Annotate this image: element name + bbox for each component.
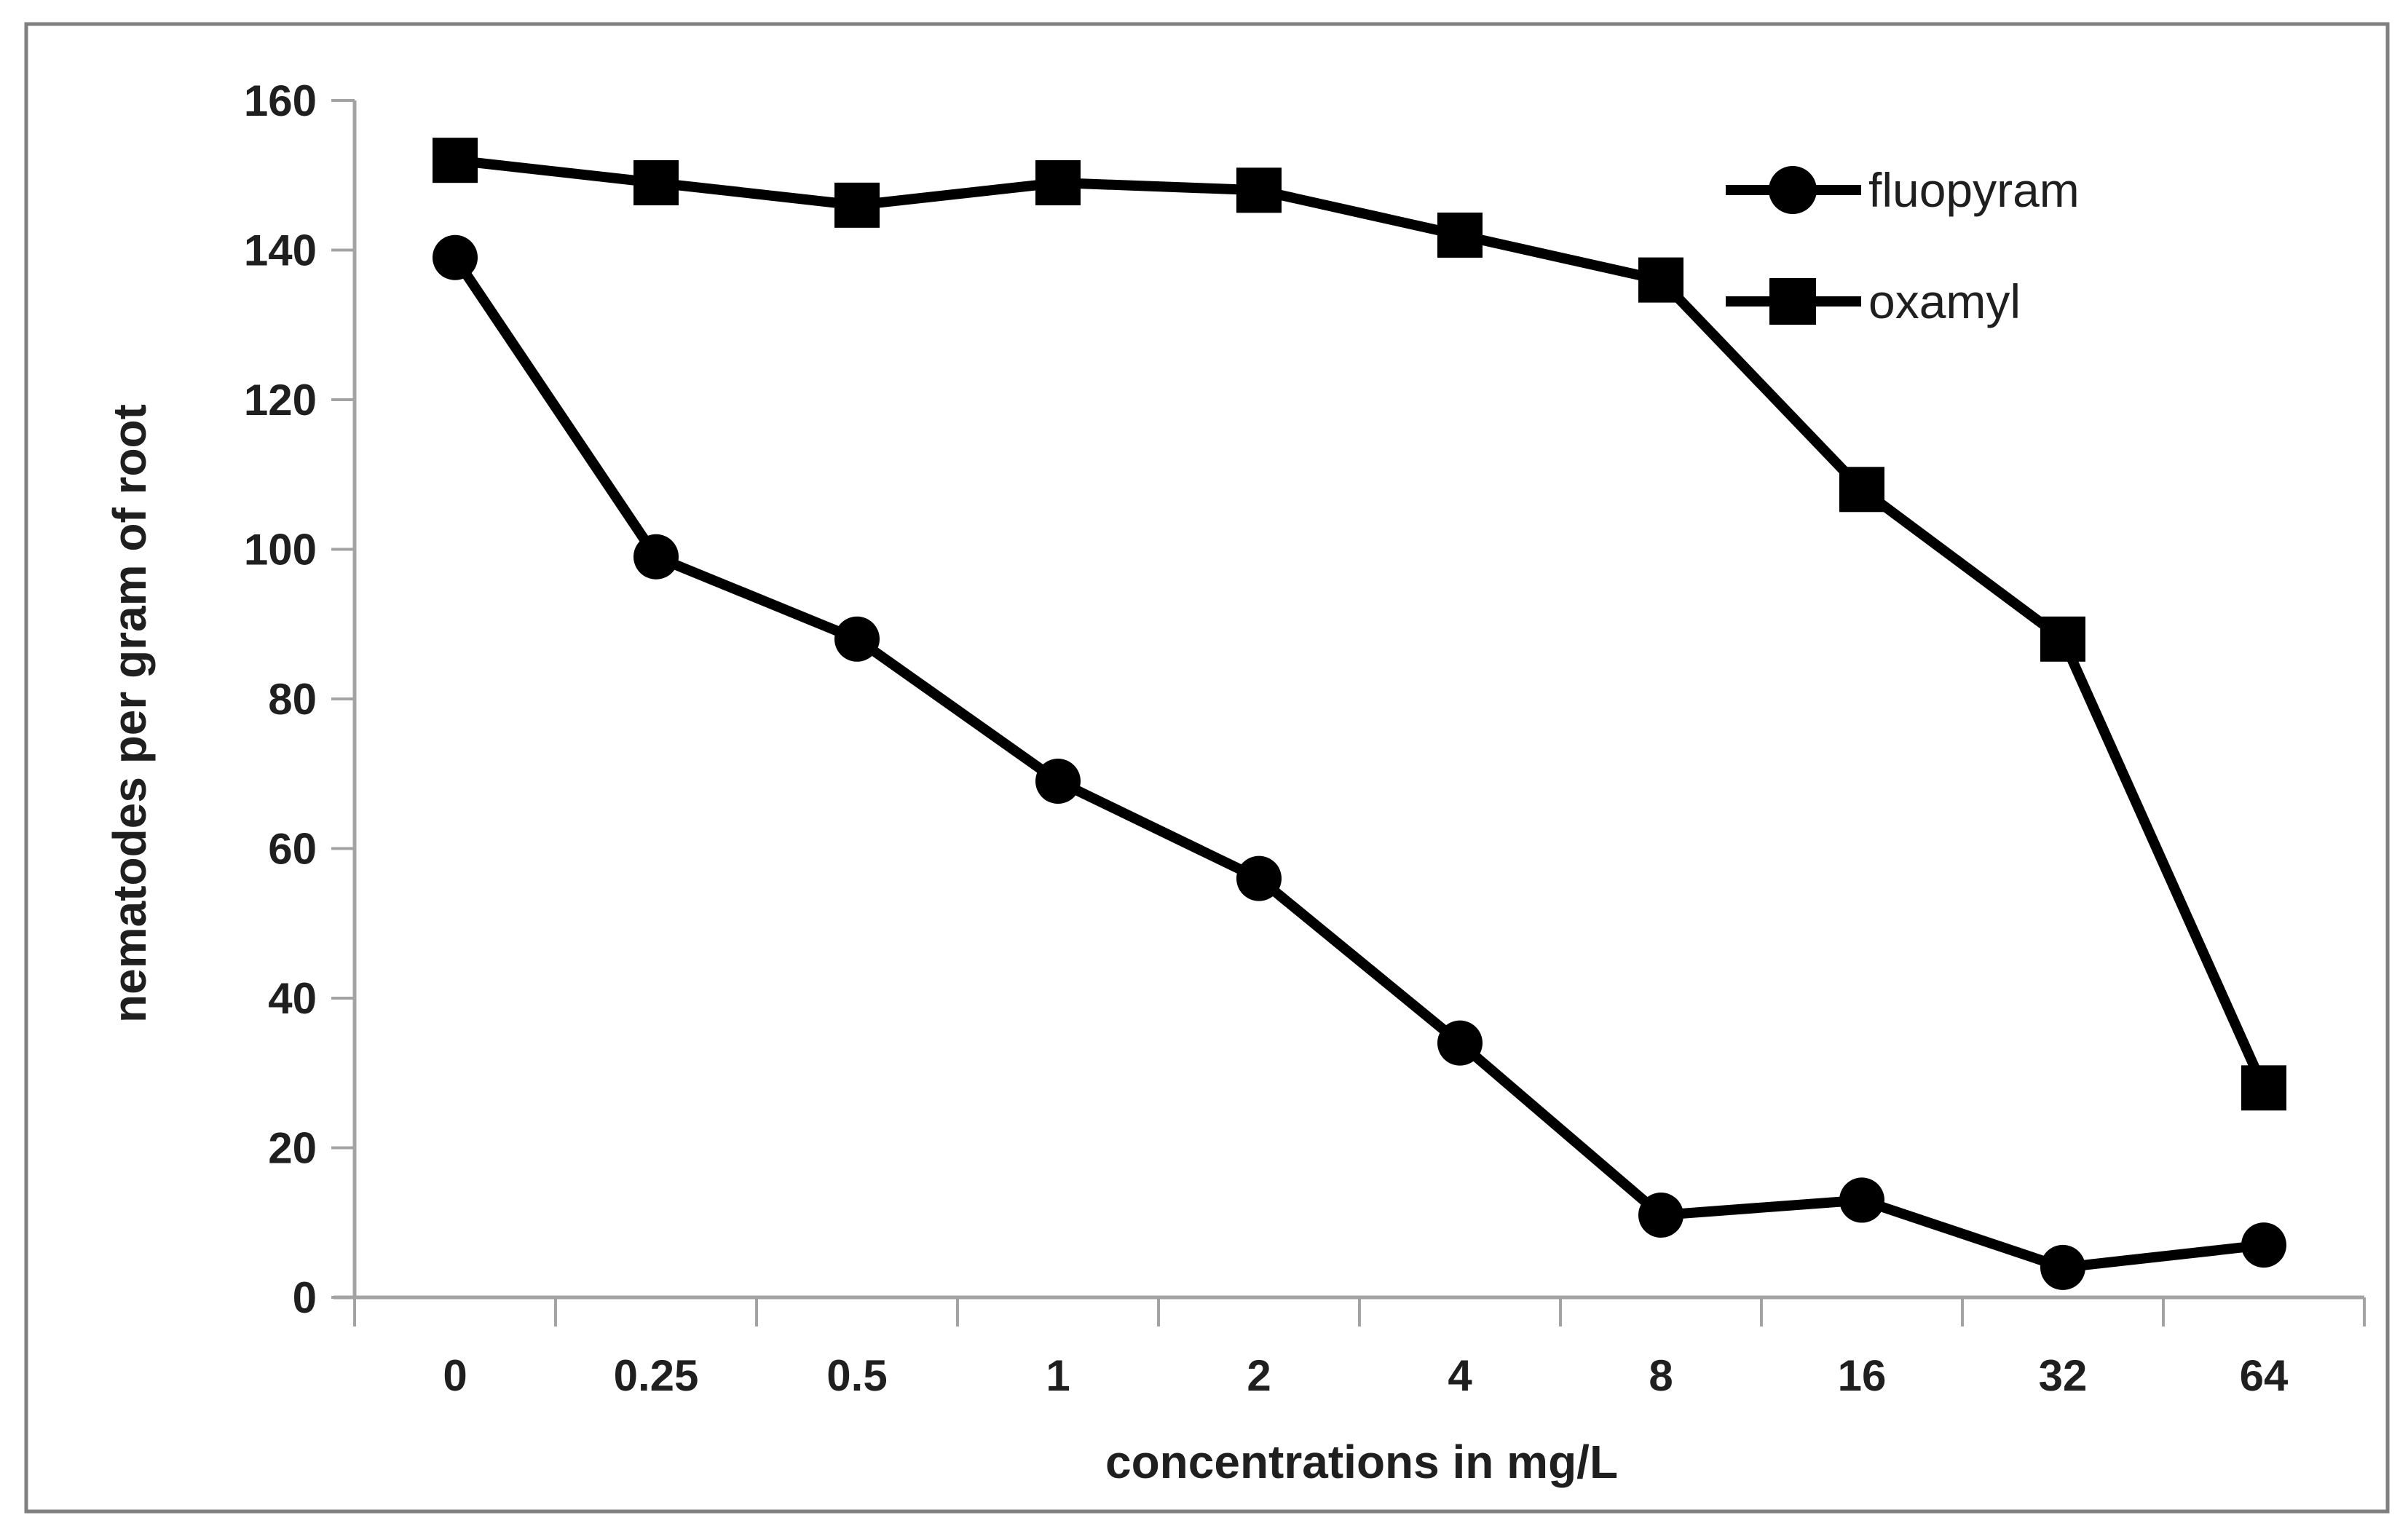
x-tick-label: 2: [1247, 1351, 1271, 1400]
fluopyram-point-marker: [633, 534, 679, 580]
x-tick-label: 4: [1448, 1351, 1472, 1400]
y-tick-label: 80: [268, 675, 317, 724]
fluopyram-point-marker: [1236, 855, 1282, 901]
oxamyl-point-marker: [1839, 467, 1884, 513]
legend-label-oxamyl: oxamyl: [1868, 274, 2021, 328]
legend-circle-marker-icon: [1769, 166, 1817, 214]
y-tick-label: 160: [244, 76, 317, 125]
y-tick-label: 20: [268, 1124, 317, 1173]
legend-square-marker-icon: [1769, 278, 1816, 325]
legend: fluopyram oxamyl: [1726, 163, 2080, 328]
oxamyl-point-marker: [433, 138, 478, 183]
fluopyram-point-marker: [2040, 1244, 2085, 1290]
oxamyl-point-marker: [1035, 160, 1081, 206]
fluopyram-point-marker: [1035, 759, 1081, 804]
fluopyram-point-marker: [1437, 1020, 1483, 1066]
x-tick-label: 0: [443, 1351, 467, 1400]
fluopyram-point-marker: [433, 234, 478, 280]
x-tick-label: 32: [2039, 1351, 2088, 1400]
fluopyram-point-marker: [1638, 1192, 1683, 1238]
x-axis-title: concentrations in mg/L: [1105, 1436, 1618, 1488]
oxamyl-point-marker: [1638, 257, 1683, 303]
fluopyram-point-marker: [2241, 1222, 2286, 1268]
x-tick-label: 16: [1838, 1351, 1887, 1400]
legend-item-fluopyram: fluopyram: [1726, 163, 2080, 217]
y-tick-label: 60: [268, 825, 317, 874]
oxamyl-point-marker: [1437, 212, 1483, 258]
fluopyram-series-line: [450, 252, 2269, 1273]
y-tick-label: 140: [244, 226, 317, 275]
x-tick-label: 1: [1046, 1351, 1070, 1400]
oxamyl-point-marker: [2241, 1065, 2286, 1111]
y-tick-label: 120: [244, 376, 317, 424]
y-tick-label: 100: [244, 526, 317, 574]
oxamyl-point-marker: [1236, 167, 1282, 213]
y-tick-label: 40: [268, 974, 317, 1023]
data-series: [433, 138, 2286, 1290]
oxamyl-point-marker: [633, 160, 679, 206]
fluopyram-point-marker: [1839, 1177, 1884, 1223]
legend-item-oxamyl: oxamyl: [1726, 274, 2021, 328]
x-tick-label: 0.5: [826, 1351, 887, 1400]
oxamyl-point-marker: [834, 182, 880, 228]
axes: 0 20 40 60 80 100 120 140 160 0 0.25 0.5 1 2 4 8 16 32 64: [244, 76, 2366, 1400]
fluopyram-point-marker: [834, 616, 880, 662]
oxamyl-point-marker: [2040, 616, 2085, 662]
legend-label-fluopyram: fluopyram: [1868, 163, 2080, 217]
x-tick-label: 0.25: [614, 1351, 699, 1400]
x-tick-label: 8: [1649, 1351, 1673, 1400]
figure-border: [24, 22, 2390, 1514]
y-tick-label: 0: [293, 1273, 317, 1322]
oxamyl-series-line: [450, 155, 2269, 1094]
x-tick-label: 64: [2240, 1351, 2289, 1400]
y-axis-title: nematodes per gram of root: [103, 404, 156, 1023]
